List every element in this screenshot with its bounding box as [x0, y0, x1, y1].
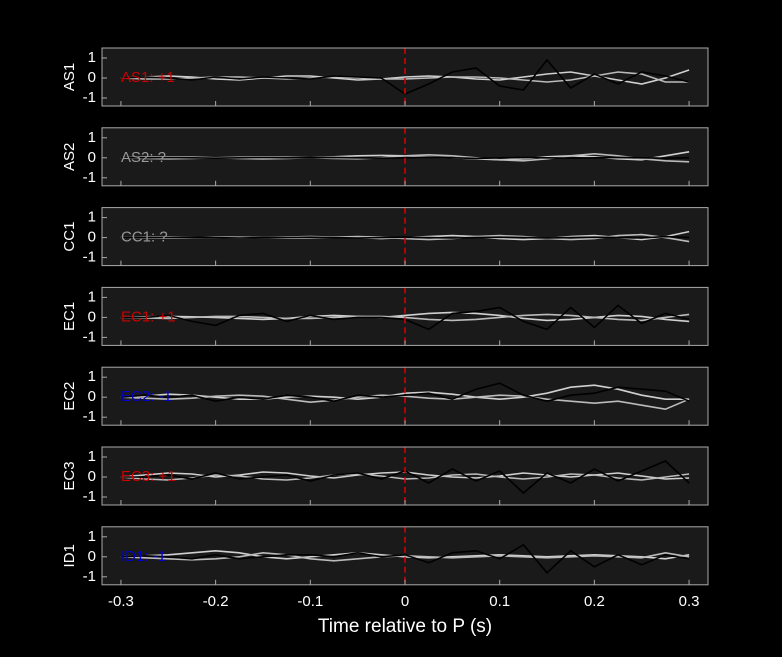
- waveform: [120, 235, 690, 239]
- y-tick-label: 0: [88, 229, 96, 246]
- y-tick-label: 1: [88, 288, 96, 305]
- polarity-label: EC1: +1: [121, 308, 176, 325]
- y-axis-label: EC1: [61, 302, 78, 331]
- x-tick-label: 0.1: [489, 593, 510, 610]
- x-tick-label: 0.3: [679, 593, 700, 610]
- polarity-label: AS1: +1: [121, 69, 175, 86]
- polarity-label: CC1: ?: [121, 229, 168, 246]
- y-axis-label: ID1: [61, 544, 78, 567]
- x-tick-label: -0.2: [203, 593, 229, 610]
- y-tick-label: -1: [83, 408, 96, 425]
- y-axis-label: AS1: [61, 63, 78, 91]
- y-axis-label: AS2: [61, 143, 78, 171]
- x-axis-label: Time relative to P (s): [318, 616, 492, 637]
- y-tick-label: 1: [88, 448, 96, 465]
- y-tick-label: 1: [88, 368, 96, 385]
- y-axis-label: EC2: [61, 382, 78, 411]
- y-tick-label: -1: [83, 488, 96, 505]
- y-tick-label: -1: [83, 169, 96, 186]
- polarity-label: EC2: -1: [121, 388, 172, 405]
- y-tick-label: 1: [88, 129, 96, 146]
- y-tick-label: 0: [88, 468, 96, 485]
- y-tick-label: -1: [83, 89, 96, 106]
- y-tick-label: 0: [88, 308, 96, 325]
- x-tick-label: 0: [401, 593, 409, 610]
- y-tick-label: 0: [88, 149, 96, 166]
- waveform: [120, 382, 690, 403]
- waveform: [120, 394, 690, 411]
- y-axis-label: EC3: [61, 461, 78, 490]
- y-tick-label: 0: [88, 69, 96, 86]
- y-tick-label: 1: [88, 528, 96, 545]
- y-tick-label: -1: [83, 568, 96, 585]
- y-tick-label: -1: [83, 328, 96, 345]
- y-tick-label: 1: [88, 49, 96, 66]
- y-tick-label: 1: [88, 209, 96, 226]
- x-tick-label: -0.3: [108, 593, 134, 610]
- waveform: [120, 543, 690, 574]
- y-tick-label: 0: [88, 548, 96, 565]
- polarity-label: EC3: +1: [121, 468, 176, 485]
- y-tick-label: 0: [88, 388, 96, 405]
- polarity-label: AS2: ?: [121, 149, 166, 166]
- axes-background: [102, 447, 708, 505]
- waveform: [120, 551, 690, 562]
- x-tick-label: 0.2: [584, 593, 605, 610]
- polarity-label: ID1: -1: [121, 548, 166, 565]
- y-tick-label: -1: [83, 249, 96, 266]
- x-tick-label: -0.1: [297, 593, 323, 610]
- y-axis-label: CC1: [61, 222, 78, 252]
